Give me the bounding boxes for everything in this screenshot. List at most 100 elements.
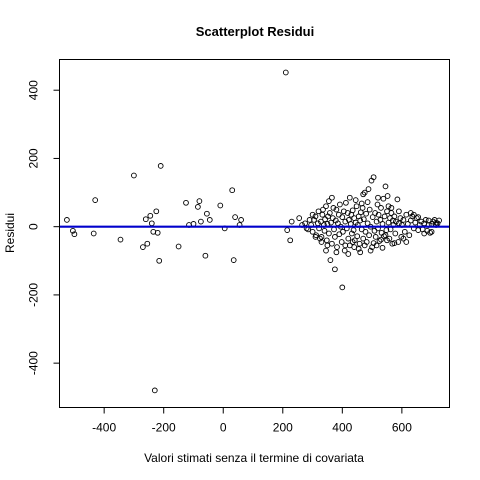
data-point-93 <box>349 207 356 214</box>
data-point-192 <box>306 217 313 223</box>
data-point-199 <box>385 203 392 210</box>
data-point-185 <box>345 251 352 257</box>
data-point-159 <box>401 228 408 235</box>
data-point-228 <box>428 228 435 235</box>
data-point-69 <box>332 234 338 240</box>
data-point-121 <box>370 174 377 181</box>
data-point-217 <box>379 244 386 251</box>
data-point-67 <box>330 205 337 211</box>
data-point-23 <box>196 198 203 204</box>
data-point-7 <box>140 244 146 250</box>
data-point-224 <box>410 211 417 218</box>
data-point-222 <box>403 239 410 245</box>
data-point-200 <box>388 205 395 211</box>
data-point-5 <box>117 236 124 243</box>
data-point-155 <box>397 215 404 221</box>
data-point-162 <box>406 232 413 239</box>
data-point-19 <box>183 199 189 206</box>
x-axis-label: Valori stimati senza il termine di covar… <box>144 451 364 465</box>
data-point-211 <box>355 246 362 252</box>
data-point-153 <box>395 239 402 245</box>
data-point-131 <box>378 205 384 211</box>
data-point-203 <box>326 198 332 204</box>
data-point-92 <box>349 230 355 237</box>
data-point-17 <box>157 163 164 169</box>
data-point-71 <box>333 206 340 213</box>
data-point-1 <box>70 227 76 234</box>
x-tick-label: -200 <box>152 421 176 435</box>
data-point-110 <box>362 228 369 235</box>
data-point-35 <box>282 69 289 76</box>
data-point-221 <box>400 235 407 242</box>
data-point-176 <box>427 229 433 236</box>
data-point-184 <box>332 266 338 273</box>
data-point-18 <box>175 243 182 250</box>
data-point-51 <box>318 218 324 225</box>
data-point-27 <box>206 217 213 223</box>
data-point-57 <box>323 203 329 210</box>
data-point-111 <box>363 210 369 217</box>
data-point-98 <box>353 203 360 210</box>
data-point-80 <box>340 228 346 235</box>
data-point-158 <box>400 217 407 223</box>
data-point-223 <box>407 210 414 216</box>
data-point-208 <box>346 194 353 201</box>
y-axis-label: Residui <box>3 213 17 253</box>
data-point-13 <box>151 387 158 394</box>
data-point-202 <box>329 194 335 201</box>
data-point-151 <box>393 218 399 225</box>
data-point-108 <box>360 216 367 223</box>
data-point-84 <box>343 199 349 206</box>
x-tick-label: -400 <box>92 421 116 435</box>
data-point-16 <box>156 257 163 264</box>
data-point-137 <box>382 183 389 190</box>
data-point-191 <box>309 211 316 218</box>
data-point-24 <box>198 218 204 225</box>
data-point-115 <box>366 232 372 239</box>
data-point-227 <box>425 217 432 224</box>
chart-title: Scatterplot Residui <box>196 24 314 39</box>
data-point-79 <box>339 214 346 220</box>
data-point-183 <box>339 284 346 291</box>
data-point-149 <box>391 213 398 220</box>
data-point-215 <box>370 240 377 246</box>
data-point-28 <box>217 202 224 209</box>
data-point-210 <box>352 197 359 203</box>
data-point-197 <box>378 236 384 243</box>
y-tick-label: 400 <box>27 80 41 100</box>
data-point-3 <box>92 197 99 203</box>
data-point-76 <box>337 201 343 208</box>
data-point-62 <box>326 210 333 216</box>
data-point-31 <box>230 257 237 263</box>
data-point-8 <box>144 240 151 247</box>
data-point-214 <box>364 199 371 205</box>
data-point-126 <box>374 201 381 208</box>
data-point-152 <box>394 196 401 203</box>
data-point-109 <box>361 189 368 196</box>
data-point-167 <box>413 215 420 221</box>
data-point-72 <box>334 244 340 250</box>
data-point-220 <box>396 208 402 215</box>
y-tick-label: 0 <box>27 223 41 230</box>
data-point-10 <box>147 212 154 219</box>
data-point-116 <box>366 206 373 213</box>
data-point-22 <box>195 204 201 210</box>
data-point-198 <box>382 232 389 239</box>
data-point-46 <box>312 213 319 220</box>
data-point-103 <box>357 217 364 224</box>
data-point-30 <box>229 187 236 194</box>
data-point-25 <box>202 252 209 259</box>
data-point-99 <box>354 233 361 240</box>
data-point-78 <box>338 239 345 245</box>
data-point-195 <box>367 247 374 254</box>
data-point-216 <box>375 194 381 201</box>
x-tick-label: 200 <box>273 421 293 435</box>
data-point-4 <box>90 230 97 237</box>
data-point-123 <box>372 210 378 216</box>
data-point-87 <box>345 235 352 242</box>
data-point-225 <box>415 214 422 220</box>
data-point-226 <box>421 230 428 237</box>
data-point-82 <box>341 247 348 254</box>
data-point-207 <box>342 242 349 249</box>
y-tick-label: -200 <box>27 283 41 307</box>
